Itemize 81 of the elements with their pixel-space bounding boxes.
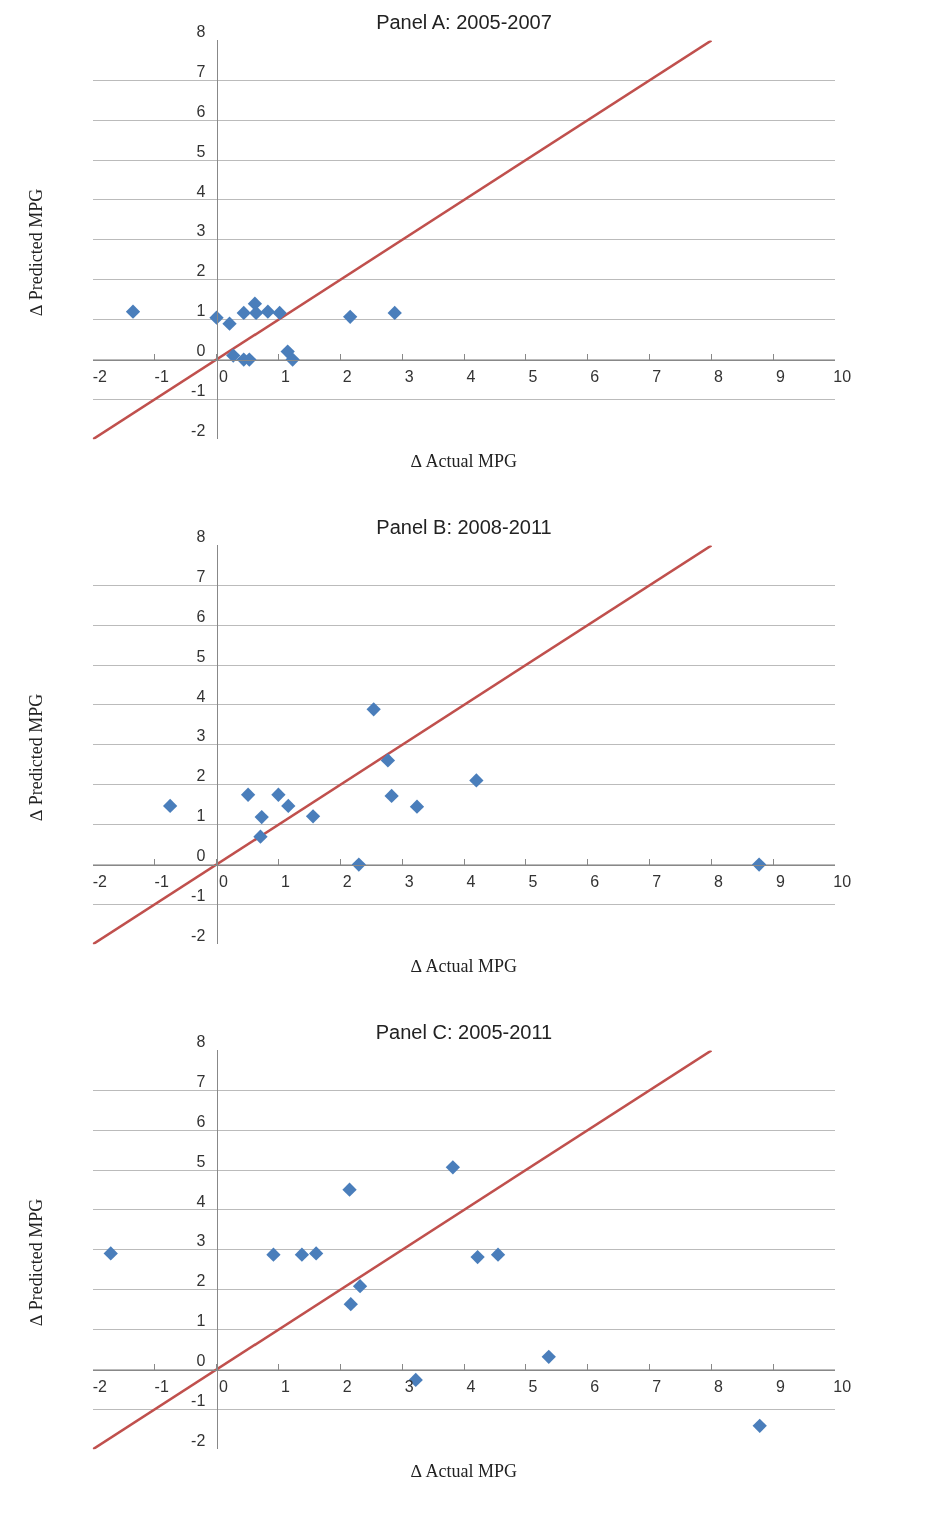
x-tick-label: 1 — [280, 872, 290, 890]
y-axis-title: ∆ Predicted MPG — [25, 188, 46, 316]
x-tick-label: 7 — [652, 367, 662, 385]
y-tick-label: 3 — [196, 727, 206, 745]
x-tick-label: -1 — [154, 872, 169, 890]
x-tick-label: 6 — [590, 367, 600, 385]
y-tick-label: 2 — [196, 1272, 206, 1290]
y-tick-label: 0 — [196, 342, 206, 360]
y-tick-label: 7 — [196, 567, 206, 585]
y-tick-label: 5 — [196, 1152, 206, 1170]
x-tick-label: 9 — [775, 1377, 785, 1395]
x-tick-label: 10 — [833, 367, 852, 385]
y-tick-label: 6 — [196, 607, 206, 625]
x-tick-label: 7 — [652, 1377, 662, 1395]
y-tick-label: -1 — [191, 1392, 206, 1410]
y-tick-label: 0 — [196, 847, 206, 865]
y-tick-label: -1 — [191, 887, 206, 905]
y-tick-label: 2 — [196, 262, 206, 280]
y-tick-label: 4 — [196, 182, 206, 200]
y-tick-label: 1 — [196, 1312, 206, 1330]
x-tick-label: 8 — [714, 367, 724, 385]
y-tick-label: 2 — [196, 767, 206, 785]
x-tick-label: 3 — [404, 1377, 414, 1395]
x-tick-label: 5 — [528, 872, 538, 890]
x-tick-label: 6 — [590, 1377, 600, 1395]
x-tick-label: 8 — [714, 1377, 724, 1395]
x-tick-label: 0 — [219, 1377, 229, 1395]
y-tick-label: -2 — [191, 926, 206, 944]
y-tick-label: -2 — [191, 421, 206, 439]
x-tick-label: 0 — [219, 872, 229, 890]
x-tick-label: -1 — [154, 367, 169, 385]
x-tick-label: 0 — [219, 367, 229, 385]
x-tick-label: 2 — [342, 1377, 352, 1395]
x-tick-label: 1 — [280, 367, 290, 385]
y-axis-title: ∆ Predicted MPG — [25, 693, 46, 821]
y-tick-label: 8 — [196, 528, 206, 545]
x-tick-label: 9 — [775, 872, 785, 890]
x-tick-label: 4 — [466, 1377, 476, 1395]
x-tick-label: 10 — [833, 872, 852, 890]
x-tick-label: 2 — [342, 367, 352, 385]
y-tick-label: 8 — [196, 23, 206, 40]
y-tick-label: 1 — [196, 807, 206, 825]
y-tick-label: 4 — [196, 687, 206, 705]
x-tick-label: 4 — [466, 872, 476, 890]
x-tick-label: -2 — [92, 367, 108, 385]
x-tick-label: 5 — [528, 1377, 538, 1395]
x-tick-label: 2 — [342, 872, 352, 890]
y-tick-label: 1 — [196, 302, 206, 320]
y-tick-label: 0 — [196, 1352, 206, 1370]
x-tick-label: 7 — [652, 872, 662, 890]
chart-title: Panel C: 2005-2011 — [375, 1021, 553, 1044]
x-tick-label: 9 — [775, 367, 785, 385]
x-axis-title: ∆ Actual MPG — [411, 1461, 518, 1481]
y-tick-label: 4 — [196, 1192, 206, 1210]
y-tick-label: 3 — [196, 222, 206, 240]
x-axis-title: ∆ Actual MPG — [411, 451, 518, 471]
x-tick-label: 5 — [528, 367, 538, 385]
y-tick-label: 3 — [196, 1232, 206, 1250]
y-tick-label: 8 — [196, 1033, 206, 1050]
x-tick-label: -1 — [154, 1377, 169, 1395]
x-tick-label: -2 — [92, 872, 108, 890]
y-axis-title: ∆ Predicted MPG — [25, 1198, 46, 1326]
chart-title: Panel B: 2008-2011 — [376, 516, 552, 539]
x-tick-label: 3 — [404, 367, 414, 385]
x-tick-label: 6 — [590, 872, 600, 890]
x-tick-label: 10 — [833, 1377, 852, 1395]
y-tick-label: -1 — [191, 382, 206, 400]
x-tick-label: 8 — [714, 872, 724, 890]
x-tick-label: 1 — [280, 1377, 290, 1395]
y-tick-label: 6 — [196, 102, 206, 120]
y-tick-label: 5 — [196, 142, 206, 160]
chart-title: Panel A: 2005-2007 — [376, 11, 552, 34]
y-tick-label: 6 — [196, 1112, 206, 1130]
x-axis-title: ∆ Actual MPG — [411, 956, 518, 976]
y-tick-label: 7 — [196, 1072, 206, 1090]
x-tick-label: 3 — [404, 872, 414, 890]
x-tick-label: 4 — [466, 367, 476, 385]
y-tick-label: 7 — [196, 62, 206, 80]
y-tick-label: -2 — [191, 1431, 206, 1449]
x-tick-label: -2 — [92, 1377, 108, 1395]
y-tick-label: 5 — [196, 647, 206, 665]
